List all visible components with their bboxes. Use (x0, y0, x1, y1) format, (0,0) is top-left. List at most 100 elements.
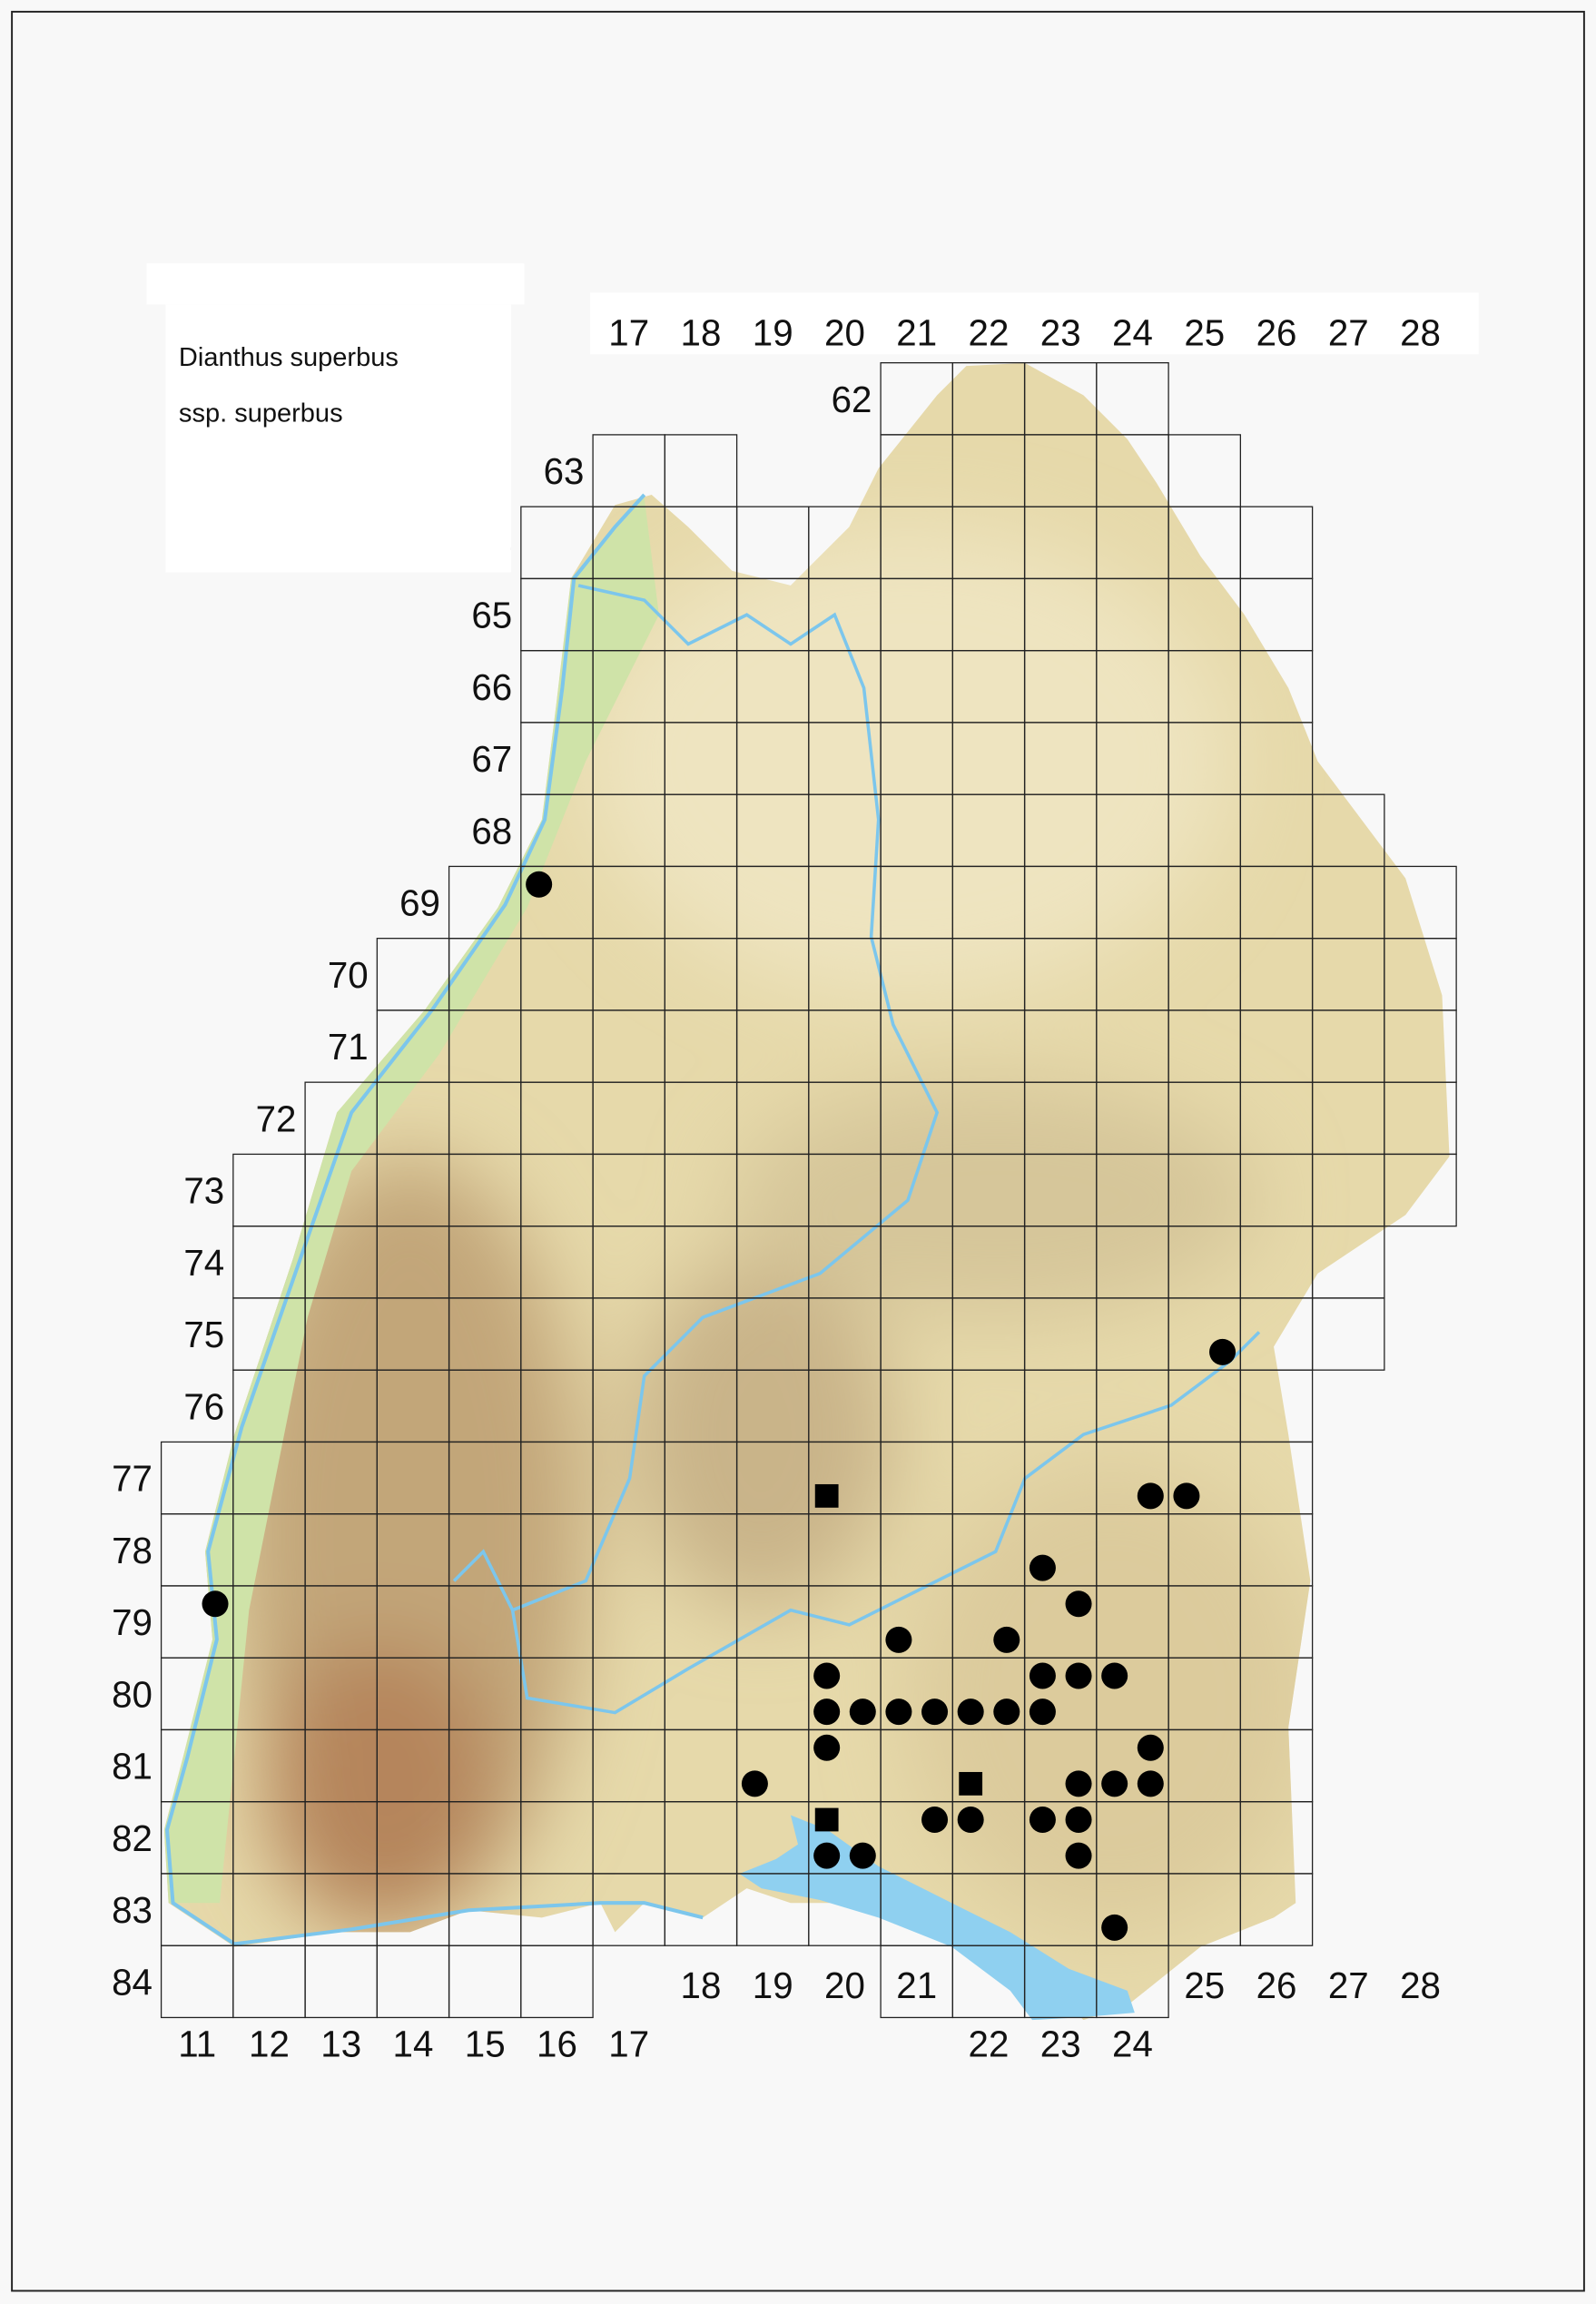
column-label-top: 20 (824, 313, 865, 354)
record-marker-circle (1029, 1554, 1056, 1581)
column-label-bottom: 24 (1112, 2023, 1153, 2064)
grid-layer (160, 362, 1457, 2019)
column-label-bottom: 21 (896, 1965, 937, 2006)
column-label-top: 27 (1328, 313, 1369, 354)
record-marker-circle (1029, 1806, 1056, 1834)
column-label-bottom: 19 (753, 1965, 793, 2006)
record-marker-circle (921, 1698, 949, 1726)
column-label-top: 28 (1400, 313, 1441, 354)
record-marker-circle (957, 1698, 984, 1726)
record-marker-circle (1137, 1770, 1164, 1797)
grid-cell (1096, 1945, 1169, 2019)
column-label-bottom: 27 (1328, 1965, 1369, 2006)
record-marker-circle (813, 1734, 841, 1761)
danube-river (510, 1331, 1261, 1715)
record-marker-circle (885, 1626, 912, 1653)
column-label-top: 26 (1256, 313, 1297, 354)
record-marker-circle (993, 1698, 1020, 1726)
record-marker-circle (813, 1842, 841, 1869)
column-label-bottom: 14 (393, 2023, 434, 2064)
row-label: 77 (112, 1459, 153, 1500)
row-label: 84 (112, 1962, 153, 2003)
record-marker-circle (1101, 1770, 1128, 1797)
column-label-bottom: 17 (608, 2023, 649, 2064)
record-marker-circle (885, 1698, 912, 1726)
record-marker-square (814, 1807, 839, 1832)
legend-header-box (146, 263, 525, 305)
row-label: 81 (112, 1747, 153, 1787)
record-marker-circle (921, 1806, 949, 1834)
lake-constance (739, 1815, 1135, 2021)
record-marker-circle (1065, 1842, 1092, 1869)
column-label-bottom: 16 (537, 2023, 577, 2064)
record-marker-circle (1065, 1770, 1092, 1797)
row-label: 78 (112, 1531, 153, 1571)
row-label: 68 (471, 811, 512, 852)
column-label-top: 23 (1040, 313, 1081, 354)
row-label: 72 (256, 1098, 297, 1139)
record-marker-square (814, 1483, 839, 1508)
column-label-top: 22 (969, 313, 1010, 354)
record-marker-circle (849, 1698, 876, 1726)
column-label-bottom: 20 (824, 1965, 865, 2006)
column-label-top: 18 (681, 313, 722, 354)
rhine-river (164, 493, 704, 1946)
top-label-band (590, 292, 1479, 355)
record-marker-circle (1065, 1806, 1092, 1834)
record-marker-circle (741, 1770, 768, 1797)
map-frame (11, 10, 1585, 2292)
column-label-bottom: 12 (249, 2023, 290, 2064)
grid-labels: 1718192021222324252627286263646566676869… (112, 292, 1479, 2064)
row-label: 82 (112, 1818, 153, 1859)
record-marker-circle (1173, 1482, 1200, 1510)
record-marker-circle (1209, 1338, 1236, 1365)
row-label: 75 (183, 1314, 224, 1355)
row-label: 79 (112, 1602, 153, 1643)
column-label-bottom: 22 (969, 2023, 1010, 2064)
record-marker-circle (1137, 1482, 1164, 1510)
column-label-bottom: 26 (1256, 1965, 1297, 2006)
legend-subspecies: ssp. superbus (179, 399, 343, 428)
row-label: 63 (544, 451, 585, 492)
row-label: 70 (328, 955, 369, 996)
row-label: 62 (832, 379, 872, 420)
grid-cell (1384, 1153, 1457, 1227)
record-marker-circle (526, 871, 553, 898)
row-label: 67 (471, 739, 512, 780)
row-label: 73 (183, 1171, 224, 1212)
record-marker-square (959, 1771, 983, 1796)
column-label-bottom: 23 (1040, 2023, 1081, 2064)
record-marker-circle (1101, 1914, 1128, 1941)
column-label-bottom: 18 (681, 1965, 722, 2006)
record-marker-circle (813, 1662, 841, 1689)
row-label: 71 (328, 1027, 369, 1068)
record-marker-circle (957, 1806, 984, 1834)
column-label-top: 17 (608, 313, 649, 354)
grid-cell (1239, 1873, 1314, 1946)
column-label-top: 24 (1112, 313, 1153, 354)
column-label-bottom: 28 (1400, 1965, 1441, 2006)
record-marker-circle (1137, 1734, 1164, 1761)
row-label: 80 (112, 1674, 153, 1715)
legend-box (165, 304, 511, 573)
record-markers (202, 871, 1236, 1941)
legend-species: Dianthus superbus (179, 343, 399, 372)
grid-cell (1311, 1297, 1385, 1371)
row-label: 83 (112, 1890, 153, 1931)
row-label: 65 (471, 596, 512, 636)
column-label-top: 25 (1184, 313, 1225, 354)
record-marker-circle (1065, 1590, 1092, 1618)
record-marker-circle (849, 1842, 876, 1869)
column-label-bottom: 15 (465, 2023, 506, 2064)
row-label: 69 (399, 883, 440, 924)
column-label-bottom: 11 (178, 2023, 216, 2064)
row-label: 76 (183, 1386, 224, 1427)
column-label-bottom: 25 (1184, 1965, 1225, 2006)
column-label-top: 19 (753, 313, 793, 354)
row-label: 74 (183, 1243, 224, 1284)
record-marker-circle (1065, 1662, 1092, 1689)
record-marker-circle (202, 1590, 229, 1618)
record-marker-circle (993, 1626, 1020, 1653)
grid-cell (520, 1945, 594, 2019)
